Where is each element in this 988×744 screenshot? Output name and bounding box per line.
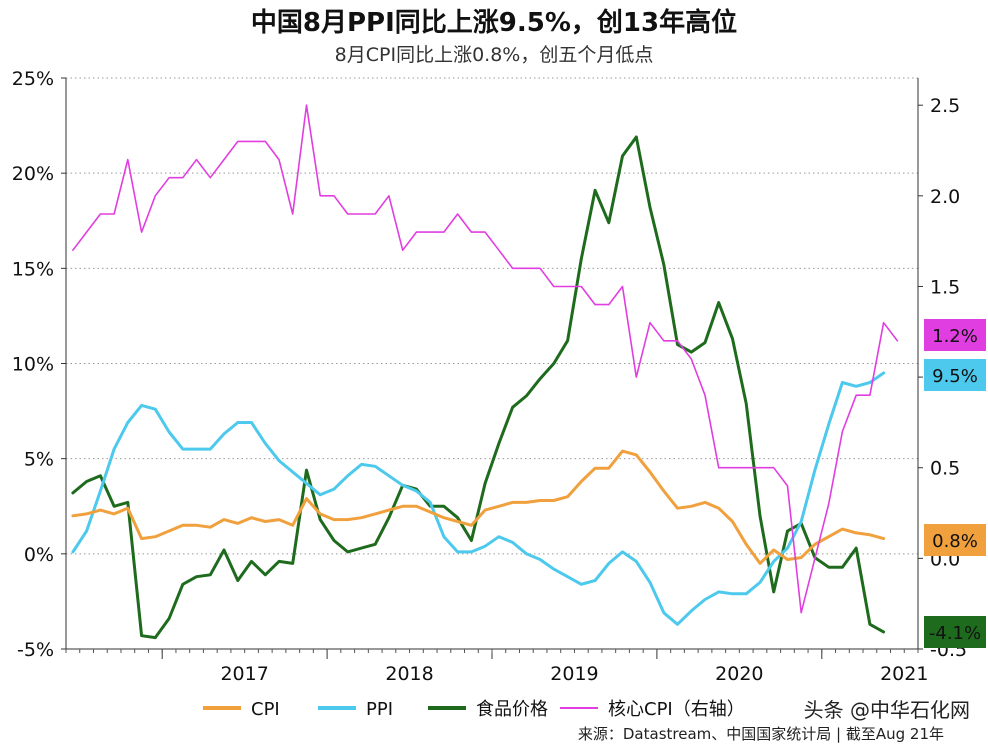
legend-label: PPI bbox=[366, 699, 393, 720]
y-right-tick-label: 2.5 bbox=[930, 95, 960, 117]
series-line-1 bbox=[71, 371, 886, 626]
y-left-tick-label: 0% bbox=[24, 544, 54, 566]
series-line-3 bbox=[72, 104, 899, 614]
y-left-tick-label: 10% bbox=[12, 354, 54, 376]
end-label-box bbox=[924, 524, 986, 556]
x-tick-label: 2020 bbox=[715, 663, 763, 685]
end-label: 0.8% bbox=[932, 531, 978, 552]
y-left-tick-label: 25% bbox=[12, 68, 54, 90]
end-label: 1.2% bbox=[932, 326, 978, 347]
legend-label: 核心CPI（右轴） bbox=[608, 699, 745, 720]
axes: -5%0%5%10%15%20%25%-0.50.00.51.01.52.02.… bbox=[12, 68, 967, 685]
end-label-box bbox=[924, 319, 986, 351]
end-label: 9.5% bbox=[932, 366, 978, 387]
y-left-tick-label: 15% bbox=[12, 258, 54, 280]
series-lines bbox=[71, 104, 899, 640]
x-tick-label: 2019 bbox=[550, 663, 598, 685]
y-left-tick-label: 5% bbox=[24, 449, 54, 471]
source-note: 来源：Datastream、中国国家统计局 | 截至Aug 21年 bbox=[577, 725, 944, 743]
x-tick-label: 2017 bbox=[220, 663, 268, 685]
y-left-tick-label: 20% bbox=[12, 163, 54, 185]
legend-label: 食品价格 bbox=[476, 699, 548, 720]
y-right-tick-label: 0.5 bbox=[930, 458, 960, 480]
end-label-box bbox=[924, 359, 986, 391]
grid-lines bbox=[66, 77, 918, 555]
x-tick-label: 2021 bbox=[880, 663, 928, 685]
end-label: -4.1% bbox=[929, 623, 981, 644]
watermark: 头条 @中华石化网 bbox=[803, 698, 970, 722]
chart-title: 中国8月PPI同比上涨9.5%，创13年高位 bbox=[250, 8, 738, 38]
legend: CPI PPI 食品价格 核心CPI（右轴） bbox=[203, 699, 745, 720]
x-tick-label: 2018 bbox=[385, 663, 433, 685]
y-right-tick-label: 1.5 bbox=[930, 276, 960, 298]
series-line-2 bbox=[71, 135, 886, 640]
y-right-tick-label: 2.0 bbox=[930, 186, 960, 208]
series-line-0 bbox=[71, 449, 886, 565]
end-label-box bbox=[924, 616, 986, 648]
y-left-tick-label: -5% bbox=[17, 639, 54, 661]
end-labels: 0.8% 9.5% -4.1% 1.2% bbox=[924, 319, 986, 648]
chart-subtitle: 8月CPI同比上涨0.8%，创五个月低点 bbox=[334, 44, 654, 66]
legend-label: CPI bbox=[251, 699, 280, 720]
